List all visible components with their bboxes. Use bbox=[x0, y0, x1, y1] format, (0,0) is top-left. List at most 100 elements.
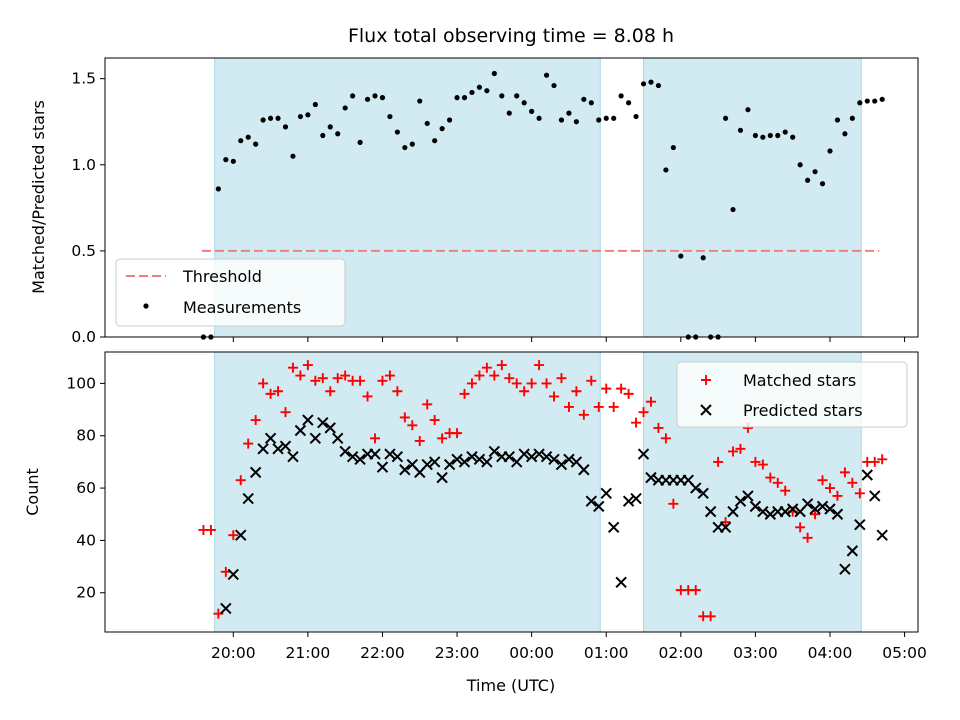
y-axis-ticks: 20 40 60 80 100 bbox=[66, 374, 105, 602]
y-tick-label: 1.0 bbox=[71, 156, 96, 174]
series-predicted-stars bbox=[220, 414, 888, 615]
data-point bbox=[876, 529, 888, 541]
data-point bbox=[242, 492, 254, 505]
data-point bbox=[790, 134, 796, 140]
data-point bbox=[339, 445, 351, 458]
data-point bbox=[327, 124, 333, 130]
y-tick-label: 0.5 bbox=[71, 242, 96, 260]
data-point bbox=[869, 456, 880, 467]
data-point bbox=[663, 167, 669, 173]
data-point bbox=[797, 162, 803, 168]
data-point bbox=[700, 404, 712, 416]
chart-title: Flux total observing time = 8.08 h bbox=[348, 25, 674, 47]
data-point bbox=[615, 576, 627, 588]
data-point bbox=[243, 438, 254, 449]
x-tick-label: 20:00 bbox=[211, 644, 256, 662]
data-point bbox=[831, 508, 844, 520]
data-point bbox=[810, 509, 821, 520]
data-point bbox=[235, 475, 246, 486]
data-point bbox=[782, 129, 788, 135]
data-point bbox=[690, 585, 701, 596]
data-point bbox=[432, 138, 438, 144]
data-point bbox=[596, 117, 602, 123]
bottom-axes-frame bbox=[104, 351, 919, 633]
data-point bbox=[600, 487, 612, 500]
data-point bbox=[220, 566, 231, 577]
data-point bbox=[372, 93, 378, 99]
data-point bbox=[264, 432, 277, 445]
data-point bbox=[519, 386, 530, 397]
data-point bbox=[309, 432, 322, 445]
data-point bbox=[603, 115, 609, 121]
data-point bbox=[215, 186, 221, 192]
data-point bbox=[282, 124, 289, 130]
data-point bbox=[772, 477, 783, 488]
data-point bbox=[473, 453, 486, 465]
data-point bbox=[409, 141, 415, 147]
data-point bbox=[340, 370, 351, 381]
data-point bbox=[294, 424, 307, 437]
data-point bbox=[481, 456, 493, 468]
data-point bbox=[391, 450, 404, 463]
data-point bbox=[496, 360, 507, 371]
x-tick-label: 01:00 bbox=[584, 644, 629, 662]
data-point bbox=[824, 483, 835, 494]
data-point bbox=[660, 433, 671, 444]
data-point bbox=[668, 498, 679, 509]
data-point bbox=[593, 401, 604, 412]
data-point bbox=[305, 112, 311, 118]
legend-box bbox=[115, 258, 346, 327]
data-point bbox=[499, 93, 505, 99]
data-point bbox=[346, 450, 359, 463]
data-point bbox=[429, 415, 440, 426]
data-point bbox=[842, 131, 848, 137]
data-point bbox=[536, 115, 542, 121]
data-point bbox=[267, 115, 274, 121]
data-point bbox=[655, 82, 662, 89]
data-point bbox=[846, 545, 859, 557]
data-point bbox=[749, 500, 762, 513]
data-point bbox=[257, 443, 269, 455]
data-point bbox=[645, 471, 657, 484]
data-point bbox=[394, 129, 400, 135]
legend-box bbox=[676, 361, 908, 428]
data-point bbox=[566, 110, 572, 116]
top-panel-ratio: 0.0 0.5 1.0 1.5 Matched/Predicted stars Thr… bbox=[29, 57, 919, 346]
data-point bbox=[622, 495, 635, 507]
data-point bbox=[392, 386, 403, 397]
data-point bbox=[379, 95, 386, 101]
x-tick-label: 00:00 bbox=[509, 644, 554, 662]
data-point bbox=[320, 132, 326, 139]
data-point bbox=[489, 370, 500, 381]
data-point bbox=[534, 360, 545, 371]
data-point bbox=[436, 471, 448, 484]
x-tick-label: 23:00 bbox=[435, 644, 480, 662]
data-point bbox=[734, 495, 747, 507]
data-point bbox=[402, 144, 408, 151]
data-point bbox=[514, 93, 520, 99]
data-point bbox=[705, 611, 716, 622]
data-point bbox=[253, 141, 259, 147]
data-point bbox=[558, 117, 565, 123]
data-point bbox=[879, 96, 885, 102]
data-point bbox=[812, 169, 818, 175]
data-point bbox=[816, 500, 829, 513]
data-point bbox=[230, 158, 236, 164]
data-point bbox=[630, 492, 642, 505]
data-point bbox=[678, 253, 684, 259]
top-axes-frame bbox=[104, 57, 919, 338]
data-point bbox=[280, 407, 291, 418]
data-point bbox=[861, 469, 873, 481]
data-point bbox=[727, 505, 739, 518]
data-point bbox=[249, 466, 262, 479]
data-point bbox=[529, 108, 535, 114]
y-axis-ticks: 0.0 0.5 1.0 1.5 bbox=[71, 70, 105, 346]
data-point bbox=[611, 115, 617, 121]
bottom-legend: Matched stars Predicted stars bbox=[676, 361, 908, 428]
data-point bbox=[700, 255, 706, 261]
data-point bbox=[697, 487, 709, 500]
data-point bbox=[317, 416, 329, 429]
legend-predicted-label: Predicted stars bbox=[743, 401, 863, 420]
data-point bbox=[801, 498, 814, 510]
data-point bbox=[466, 378, 477, 389]
